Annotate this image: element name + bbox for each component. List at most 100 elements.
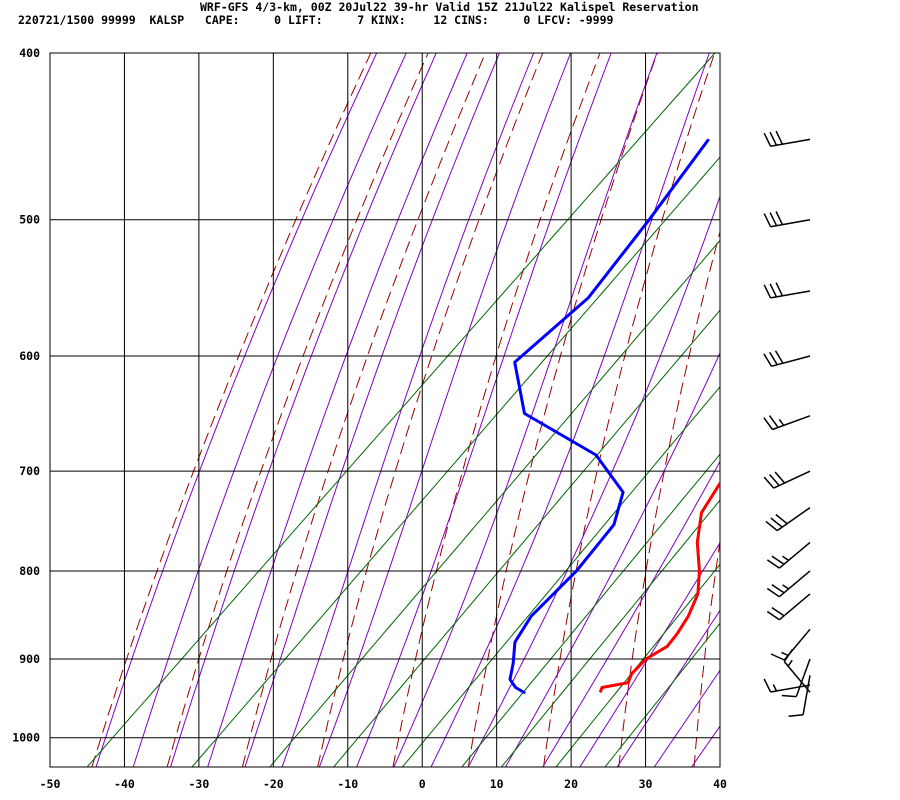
moist-adiabat-line	[132, 53, 407, 767]
wind-barb	[770, 628, 811, 661]
temperature-point	[696, 541, 698, 543]
pressure-tick-label: 400	[19, 46, 40, 60]
moist-adiabat-line	[95, 53, 378, 767]
wind-barb	[763, 211, 811, 228]
wind-barb	[781, 658, 811, 698]
wind-barb	[763, 415, 811, 431]
temperature-point	[666, 645, 668, 647]
moist-adiabat-line	[467, 194, 720, 767]
dewpoint-point	[613, 524, 615, 526]
mixing-ratio-line	[269, 239, 720, 767]
mixing-ratio-line	[555, 563, 720, 767]
temperature-point	[627, 682, 629, 684]
dry-adiabat-line	[467, 53, 658, 767]
moist-adiabat-line	[207, 53, 468, 767]
temperature-point	[760, 415, 761, 416]
mixing-ratio-line	[461, 453, 720, 767]
dry-adiabat-line	[543, 53, 716, 767]
wind-barb	[788, 675, 811, 718]
wind-barb	[763, 350, 811, 368]
dry-adiabat-line	[91, 53, 372, 767]
temperature-point	[631, 673, 633, 675]
temperature-tick-label: 20	[564, 777, 578, 791]
wind-barb	[763, 678, 811, 693]
moist-adiabat-line	[542, 460, 720, 767]
dewpoint-point	[708, 138, 710, 140]
moist-adiabat-line	[430, 53, 710, 767]
mixing-ratio-line	[333, 309, 720, 767]
pressure-tick-label: 500	[19, 213, 40, 227]
dry-adiabat-line	[166, 53, 429, 767]
temperature-tick-label: -10	[337, 777, 358, 791]
moist-adiabat-line	[691, 725, 720, 767]
pressure-tick-label: 1000	[12, 731, 40, 745]
mixing-ratio-line	[191, 156, 720, 767]
wind-barb	[765, 507, 811, 532]
pressure-tick-labels: 400 500 600 700 800 900 1000	[12, 46, 40, 745]
pressure-tick-label: 600	[19, 349, 40, 363]
dewpoint-point	[595, 454, 597, 456]
temperature-point	[697, 593, 699, 595]
dewpoint-point	[622, 491, 624, 493]
dewpoint-point	[524, 413, 525, 414]
temperature-point	[645, 658, 647, 660]
pressure-tick-label: 700	[19, 464, 40, 478]
temperature-profile-line	[598, 480, 720, 693]
wind-barb	[766, 570, 811, 598]
dewpoint-point	[512, 662, 514, 664]
temperature-tick-labels: -50 -40 -30 -20 -10 0 10 20 30 40	[40, 777, 727, 791]
dewpoint-point	[514, 361, 516, 363]
temperature-tick-label: 40	[713, 777, 727, 791]
mixing-ratio-line	[501, 499, 720, 767]
temperature-point	[822, 291, 823, 292]
dry-adiabat-line	[241, 53, 486, 767]
temperature-point	[727, 471, 728, 472]
dewpoint-point	[524, 692, 526, 694]
wind-barb	[766, 593, 811, 621]
dewpoint-point	[576, 570, 577, 572]
moist-adiabat-line	[244, 53, 501, 767]
temperature-point	[687, 615, 689, 617]
temperature-point	[879, 139, 880, 140]
sounding-profiles	[508, 138, 880, 695]
dry-adiabat-line	[769, 0, 900, 767]
moist-adiabat-line	[579, 541, 720, 767]
temperature-tick-label: 30	[639, 777, 653, 791]
dry-adiabat-line	[317, 53, 544, 767]
wind-barb	[763, 470, 811, 489]
dry-adiabat-line	[618, 229, 720, 767]
temperature-tick-label: -40	[114, 777, 135, 791]
moist-adiabat-line	[281, 53, 535, 767]
pressure-tick-label: 900	[19, 652, 40, 666]
wind-barb	[763, 130, 811, 148]
temperature-tick-label: 0	[419, 777, 426, 791]
moist-adiabat-line	[616, 609, 720, 767]
mixing-ratio-line	[86, 53, 716, 767]
wind-barbs	[763, 130, 811, 718]
wind-barb	[783, 649, 811, 693]
temperature-point	[599, 691, 601, 693]
moist-adiabat-line	[505, 351, 720, 767]
thermo-background-lines	[86, 0, 900, 767]
dry-adiabat-line	[392, 53, 601, 767]
moist-adiabat-line	[653, 669, 720, 767]
dry-adiabat-line	[845, 0, 900, 767]
moist-adiabat-line	[170, 53, 437, 767]
temperature-tick-label: 10	[490, 777, 504, 791]
moist-adiabat-line	[318, 53, 572, 767]
temperature-point	[701, 512, 702, 514]
dewpoint-point	[509, 678, 511, 680]
chart-subtitle: 220721/1500 99999 KALSP CAPE: 0 LIFT: 7 …	[18, 13, 614, 27]
dewpoint-point	[587, 297, 589, 299]
wind-barb	[766, 541, 811, 569]
wind-barb	[763, 282, 811, 299]
dewpoint-point	[648, 219, 650, 221]
temperature-point	[676, 633, 678, 635]
temperature-point	[848, 219, 849, 220]
temperature-tick-label: -50	[40, 777, 61, 791]
mixing-ratio-line	[402, 386, 720, 767]
dewpoint-point	[530, 615, 532, 617]
temperature-tick-label: -30	[188, 777, 209, 791]
temperature-tick-label: -20	[263, 777, 284, 791]
